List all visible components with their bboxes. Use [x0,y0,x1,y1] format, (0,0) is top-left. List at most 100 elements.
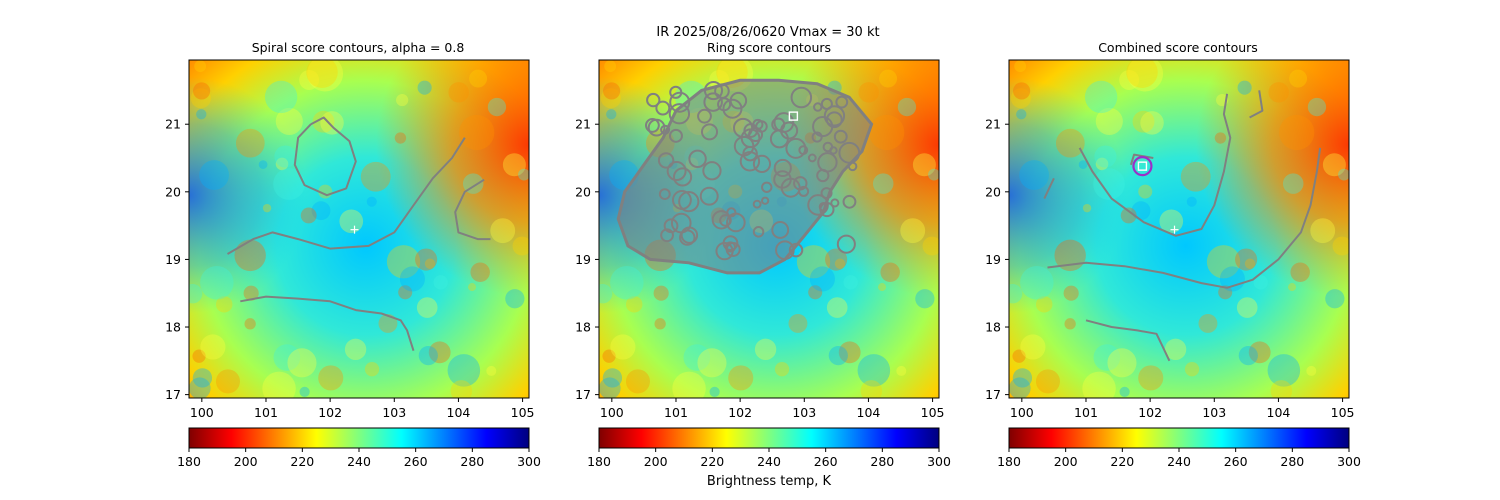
ring-contour-loop [833,129,848,144]
x-tick-label: 104 [447,405,471,420]
ring-contour-loop [660,228,674,243]
ring-contour-loop [807,153,817,163]
x-tick-label: 104 [1267,405,1291,420]
contour-lines [226,116,491,352]
y-tick-label: 21 [575,117,591,132]
contour-line [293,116,357,197]
center-square-marker [788,111,799,121]
ring-contour-loop [761,181,773,193]
ring-contour-loop [658,188,671,201]
panel-title: Ring score contours [707,40,831,55]
ring-contour-loop [660,124,671,135]
colorbar-tick-label: 180 [177,454,201,469]
colorbar-tick-label: 300 [517,454,541,469]
ring-contour-loop [788,242,804,258]
y-tick-label: 17 [165,387,181,402]
x-tick-label: 104 [857,405,881,420]
y-tick-label: 18 [165,320,181,335]
x-tick-label: 103 [792,405,816,420]
ring-contour-loop [669,91,691,113]
x-tick-label: 102 [728,405,752,420]
ring-contour-loop [842,194,857,209]
ring-contour-loop [646,92,661,108]
colorbar-tick-label: 240 [1167,454,1191,469]
x-tick-label: 102 [1138,405,1162,420]
ring-contour-loop [836,234,856,254]
ring-contour-loop [679,229,696,246]
ring-contour-loop [722,98,743,119]
ring-contour-loop [700,123,719,141]
ring-contour-loop [775,240,795,261]
center-plus-marker [350,225,359,234]
ring-contour-loop [715,242,734,261]
ring-contour-loop [726,207,737,218]
ring-contour-loop [813,102,823,112]
ring-contour-loop [644,118,660,133]
colorbar: 180 200 220 240 260 280 300 [177,427,541,469]
colorbar-tick-label: 180 [587,454,611,469]
x-tick-label: 100 [600,405,624,420]
ring-contour-loop [790,86,813,109]
ring-contour-loop [823,105,846,127]
contour-line [1085,319,1171,362]
colorbar-tick-label: 220 [1110,454,1134,469]
ring-contour-loop [819,202,835,218]
colorbar: 180 200 220 240 260 280 300 [587,427,951,469]
x-tick-label: 100 [1010,405,1034,420]
colorbar-tick-label: 220 [700,454,724,469]
ring-contour-loop [657,152,675,169]
ring-contour-loop [703,92,723,112]
x-tick-label: 101 [254,405,278,420]
panel-title: Spiral score contours, alpha = 0.8 [252,40,465,55]
ring-contour-loop [647,118,666,137]
ring-contour-loop [668,103,691,125]
y-tick-label: 19 [575,252,591,267]
ring-contour-loop [780,177,801,198]
ring-contour-loop [733,135,755,157]
y-tick-label: 19 [985,252,1001,267]
contour-line [1078,93,1232,237]
ring-contour-loop [769,129,789,149]
colorbar-tick-label: 260 [814,454,838,469]
ring-contour-loop [697,108,712,124]
ring-contour-loop [822,141,834,153]
ring-contour-loop [752,154,772,174]
panel-plot-area: 100 101 102 103 104 105 17 18 19 20 21 180 200 220 240… [985,59,1361,469]
brightness-heatmap [189,60,529,398]
center-circle-marker [1132,156,1153,177]
panel-title: Combined score contours [1098,40,1258,55]
center-square-marker [1137,161,1148,171]
contour-line [454,178,491,241]
colorbar-tick-label: 280 [1280,454,1304,469]
ring-contour-loop [678,190,700,213]
contour-line [1043,177,1055,200]
ring-contour-loop [817,152,838,173]
x-tick-label: 100 [190,405,214,420]
colorbar-tick-label: 280 [870,454,894,469]
ring-contour-loop [830,198,840,208]
colorbar-tick-label: 240 [347,454,371,469]
colorbar-tick-label: 200 [1054,454,1078,469]
ring-contour-loop [699,186,719,206]
ring-contour-loop [773,158,792,178]
ring-contour-loop [820,187,833,200]
colorbar-tick-label: 300 [1337,454,1361,469]
ring-contour-loop [663,218,679,234]
ring-contour-loop [752,226,765,238]
ring-contour-loop [655,100,671,116]
center-plus-marker [1170,225,1179,234]
x-tick-label: 102 [318,405,342,420]
colorbar-tick-label: 220 [290,454,314,469]
ring-contour-loop [703,80,724,101]
ring-contour-loop [702,161,722,181]
colorbar: 180 200 220 240 260 280 300 [997,427,1361,469]
ring-contour-loop [726,212,746,233]
y-tick-label: 17 [985,387,1001,402]
colorbar-tick-label: 240 [757,454,781,469]
ring-contour-loop [825,111,843,129]
x-tick-label: 101 [664,405,688,420]
ring-contour-loop [748,127,764,143]
panel-combined: Combined score contours 100 101 102 103 104 1… [985,40,1361,469]
ring-contour-loop [725,241,741,257]
x-tick-label: 103 [382,405,406,420]
